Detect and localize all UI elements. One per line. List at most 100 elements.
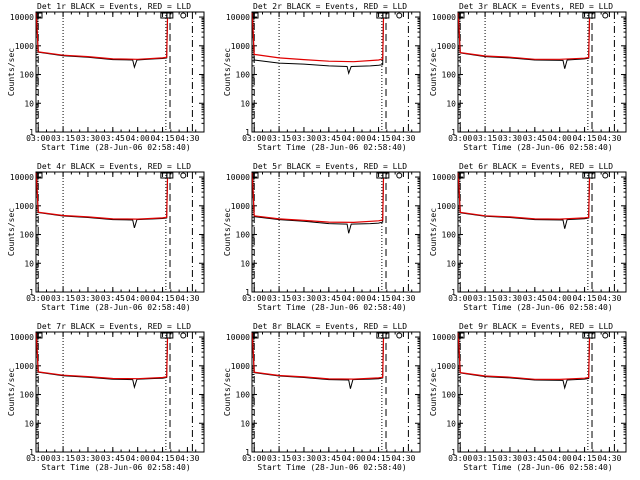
x-tick-label: 04:15 (151, 454, 175, 463)
start-marker-square (252, 332, 259, 339)
y-tick-label: 100 (442, 71, 457, 80)
y-tick-label: 10000 (432, 13, 456, 22)
y-tick-label: 10 (240, 259, 250, 268)
x-tick-label: 04:00 (342, 294, 366, 303)
y-tick-label: 10000 (432, 333, 456, 342)
x-tick-label: 04:00 (126, 294, 150, 303)
y-tick-label: 1 (245, 128, 250, 137)
panel-title: Det 9r BLACK = Events, RED = LLD (459, 322, 613, 331)
y-tick-label: 1 (451, 128, 456, 137)
x-tick-label: 04:30 (175, 134, 199, 143)
series-lld-line (251, 332, 385, 380)
x-tick-label: 03:45 (523, 454, 547, 463)
y-axis-label: Counts/sec (7, 208, 16, 256)
y-tick-label: 100 (236, 71, 251, 80)
y-tick-label: 100 (442, 231, 457, 240)
y-axis-label: Counts/sec (223, 208, 232, 256)
x-tick-label: 04:30 (391, 294, 415, 303)
x-axis-label: Start Time (28-Jun-06 02:58:40) (463, 303, 612, 312)
y-tick-label: 100 (20, 71, 35, 80)
x-axis-label: Start Time (28-Jun-06 02:58:40) (41, 303, 190, 312)
x-tick-label: 03:30 (76, 454, 100, 463)
x-axis-label: Start Time (28-Jun-06 02:58:40) (463, 463, 612, 472)
end-marker-square-2 (588, 332, 596, 339)
x-tick-label: 04:00 (126, 454, 150, 463)
series-events-line (457, 332, 590, 390)
end-marker-circle (396, 12, 403, 19)
y-tick-label: 10000 (10, 13, 34, 22)
series-lld-line (457, 12, 591, 60)
series-lld-line (457, 332, 591, 381)
y-tick-label: 1000 (231, 202, 250, 211)
panel-title: Det 5r BLACK = Events, RED = LLD (253, 162, 407, 171)
plot-frame (35, 331, 205, 453)
y-tick-label: 1 (29, 288, 34, 297)
x-tick-label: 04:00 (126, 134, 150, 143)
y-tick-label: 10000 (226, 333, 250, 342)
x-tick-label: 03:45 (317, 134, 341, 143)
plot-frame (457, 331, 627, 453)
x-tick-label: 04:30 (175, 294, 199, 303)
end-marker-circle (180, 12, 187, 19)
end-marker-square-2 (166, 12, 174, 19)
x-tick-label: 03:30 (76, 134, 100, 143)
start-marker-square (252, 172, 259, 179)
y-tick-label: 1 (451, 448, 456, 457)
panel-title: Det 4r BLACK = Events, RED = LLD (37, 162, 191, 171)
y-axis-label: Counts/sec (429, 368, 438, 416)
x-axis-label: Start Time (28-Jun-06 02:58:40) (257, 143, 406, 152)
series-lld-line (35, 12, 169, 60)
detector-panel-2: Det 2r BLACK = Events, RED = LLD 1 10 100 10… (223, 2, 421, 152)
x-tick-label: 04:15 (151, 134, 175, 143)
series-events-line (251, 172, 384, 234)
series-lld-line (457, 172, 591, 220)
series-lld-line (35, 172, 169, 220)
x-axis-label: Start Time (28-Jun-06 02:58:40) (41, 143, 190, 152)
x-tick-label: 04:15 (367, 454, 391, 463)
x-tick-label: 03:45 (101, 454, 125, 463)
y-tick-label: 10000 (10, 333, 34, 342)
panel-title: Det 6r BLACK = Events, RED = LLD (459, 162, 613, 171)
y-tick-label: 1000 (437, 42, 456, 51)
y-axis-label: Counts/sec (7, 368, 16, 416)
x-tick-label: 04:30 (597, 294, 621, 303)
x-tick-label: 04:15 (573, 134, 597, 143)
end-marker-square-2 (588, 172, 596, 179)
plot-frame (251, 11, 421, 133)
x-tick-label: 03:45 (101, 134, 125, 143)
panel-title: Det 3r BLACK = Events, RED = LLD (459, 2, 613, 11)
x-tick-label: 04:15 (573, 294, 597, 303)
x-tick-label: 04:00 (342, 134, 366, 143)
y-axis-label: Counts/sec (7, 48, 16, 96)
x-tick-label: 04:30 (597, 454, 621, 463)
plot-frame (457, 11, 627, 133)
end-marker-square-2 (382, 172, 390, 179)
x-tick-label: 03:00 (26, 454, 50, 463)
series-lld-line (251, 12, 385, 63)
y-tick-label: 1 (245, 288, 250, 297)
end-marker-circle (602, 172, 609, 179)
x-tick-label: 03:30 (498, 454, 522, 463)
detector-panel-4: Det 4r BLACK = Events, RED = LLD 1 10 100 10… (7, 162, 205, 312)
series-lld-line (251, 172, 385, 224)
y-tick-label: 1000 (15, 42, 34, 51)
plot-frame (251, 171, 421, 293)
series-events-line (457, 12, 590, 69)
x-tick-label: 04:15 (573, 454, 597, 463)
end-marker-circle (180, 172, 187, 179)
x-tick-label: 03:15 (267, 454, 291, 463)
x-tick-label: 04:00 (548, 454, 572, 463)
x-tick-label: 03:30 (498, 134, 522, 143)
x-tick-label: 03:15 (51, 294, 75, 303)
x-tick-label: 04:00 (548, 134, 572, 143)
x-tick-label: 04:30 (597, 134, 621, 143)
end-marker-circle (396, 172, 403, 179)
y-tick-label: 10000 (432, 173, 456, 182)
end-marker-square-2 (382, 332, 390, 339)
x-tick-label: 04:30 (175, 454, 199, 463)
y-tick-label: 10 (240, 99, 250, 108)
y-axis-label: Counts/sec (223, 368, 232, 416)
y-tick-label: 1 (29, 448, 34, 457)
x-tick-label: 03:15 (267, 294, 291, 303)
end-marker-circle (180, 332, 187, 339)
